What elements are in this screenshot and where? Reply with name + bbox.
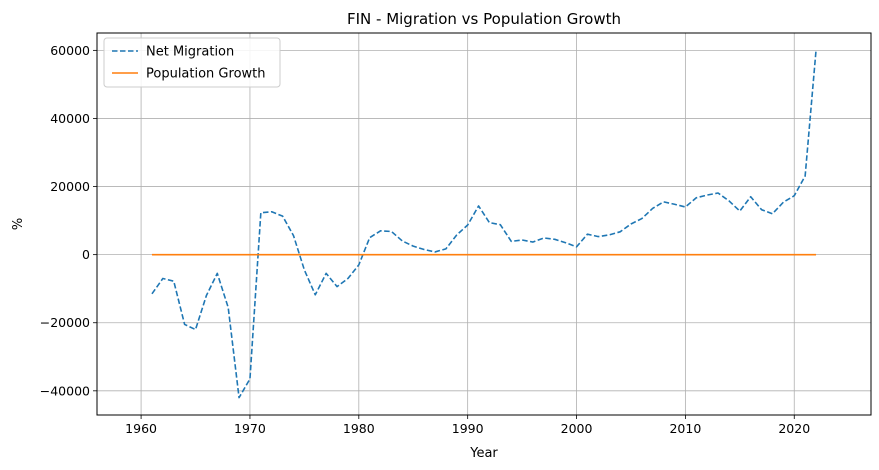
x-tick-label: 1980 xyxy=(343,421,375,436)
legend: Net Migration Population Growth xyxy=(103,37,281,88)
y-tick-label: 20000 xyxy=(50,179,90,194)
x-tick-label: 2000 xyxy=(561,421,593,436)
y-tick-label: −40000 xyxy=(40,383,90,398)
series-line-net-migration xyxy=(151,50,817,399)
y-tick-label: −20000 xyxy=(40,315,90,330)
chart-title: FIN - Migration vs Population Growth xyxy=(347,10,621,28)
x-tick-label: 1990 xyxy=(452,421,484,436)
series-layer xyxy=(151,50,817,399)
x-tick-label: 2020 xyxy=(778,421,810,436)
legend-box xyxy=(103,37,281,88)
legend-label: Net Migration xyxy=(146,45,234,60)
x-tick-label: 1970 xyxy=(234,421,266,436)
y-tick-label: 0 xyxy=(82,247,90,262)
ticks: 1960 1970 1980 1990 2000 2010 2020 −40000 −20000… xyxy=(40,43,810,436)
y-tick-label: 60000 xyxy=(50,43,90,58)
y-axis-label: % xyxy=(11,218,26,230)
y-tick-label: 40000 xyxy=(50,111,90,126)
x-tick-label: 2010 xyxy=(669,421,701,436)
legend-label: Population Growth xyxy=(146,67,266,82)
plot-frame xyxy=(96,32,872,416)
x-axis-label: Year xyxy=(469,446,498,461)
x-tick-label: 1960 xyxy=(125,421,157,436)
